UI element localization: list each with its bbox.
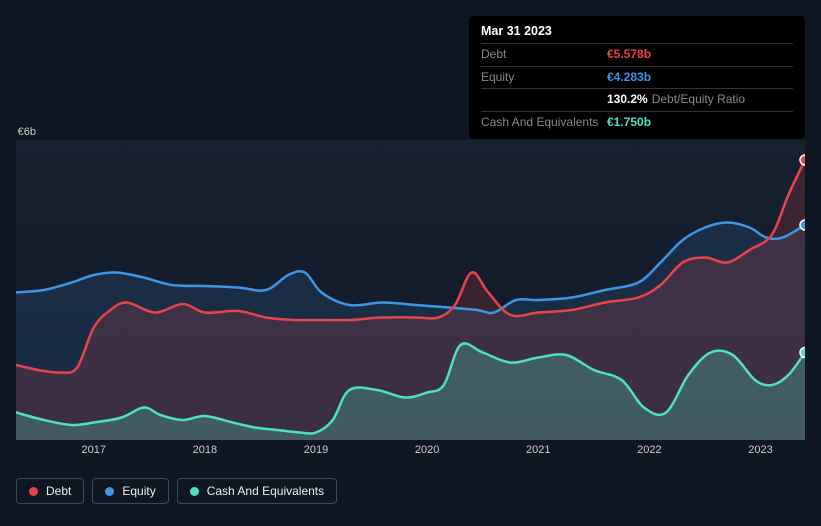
x-tick-label: 2017 — [82, 444, 106, 456]
chart-tooltip: Mar 31 2023 Debt€5.578bEquity€4.283b130.… — [469, 16, 805, 139]
legend-dot-icon — [29, 487, 38, 496]
tooltip-row: 130.2%Debt/Equity Ratio — [481, 88, 793, 111]
legend-dot-icon — [190, 487, 199, 496]
legend-label: Debt — [46, 484, 71, 498]
tooltip-date: Mar 31 2023 — [481, 24, 793, 43]
legend: Debt Equity Cash And Equivalents — [16, 478, 337, 504]
y-tick-max: €6b — [0, 126, 36, 138]
legend-item-debt[interactable]: Debt — [16, 478, 84, 504]
legend-item-equity[interactable]: Equity — [92, 478, 168, 504]
tooltip-row-label: Equity — [481, 70, 607, 86]
x-tick-label: 2023 — [748, 444, 772, 456]
tooltip-row: Debt€5.578b — [481, 43, 793, 66]
tooltip-row: Cash And Equivalents€1.750b — [481, 111, 793, 134]
x-axis-labels: 2017 2018 2019 2020 2021 2022 2023 — [16, 444, 805, 460]
legend-label: Equity — [122, 484, 155, 498]
tooltip-row-label: Debt — [481, 47, 607, 63]
tooltip-row-label — [481, 92, 607, 108]
legend-label: Cash And Equivalents — [207, 484, 324, 498]
tooltip-row: Equity€4.283b — [481, 66, 793, 89]
x-tick-label: 2020 — [415, 444, 439, 456]
x-tick-label: 2022 — [637, 444, 661, 456]
legend-item-cash-and-equivalents[interactable]: Cash And Equivalents — [177, 478, 337, 504]
tooltip-row-value: €1.750b — [607, 115, 651, 131]
chart-area[interactable] — [16, 140, 805, 440]
legend-dot-icon — [105, 487, 114, 496]
tooltip-row-sub: Debt/Equity Ratio — [652, 92, 745, 106]
tooltip-row-label: Cash And Equivalents — [481, 115, 607, 131]
tooltip-row-value: 130.2%Debt/Equity Ratio — [607, 92, 745, 108]
tooltip-row-value: €4.283b — [607, 70, 651, 86]
x-tick-label: 2021 — [526, 444, 550, 456]
tooltip-row-value: €5.578b — [607, 47, 651, 63]
x-tick-label: 2019 — [304, 444, 328, 456]
x-tick-label: 2018 — [193, 444, 217, 456]
